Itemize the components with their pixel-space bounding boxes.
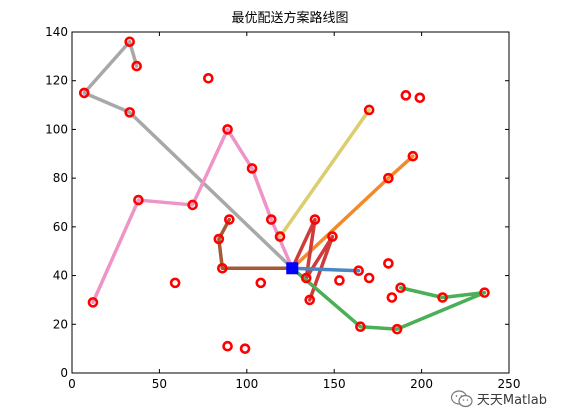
route-line <box>290 266 487 331</box>
customer-point <box>187 199 198 211</box>
customer-point <box>222 124 233 135</box>
customer-point <box>265 214 277 225</box>
customer-point <box>224 214 235 225</box>
customer-point <box>255 277 267 289</box>
customer-point <box>407 150 419 162</box>
routes-layer <box>82 39 487 331</box>
route-line <box>278 108 371 239</box>
y-tick-label: 0 <box>60 366 68 380</box>
customer-point <box>222 340 233 352</box>
customer-point <box>363 272 375 284</box>
y-tick-label: 60 <box>53 220 68 234</box>
customer-point <box>246 163 258 174</box>
customer-point <box>274 231 286 242</box>
x-tick-label: 0 <box>68 377 76 391</box>
depot-marker <box>286 262 299 275</box>
route-line <box>217 217 294 271</box>
y-tick-label: 20 <box>53 317 68 331</box>
customer-point <box>239 343 251 354</box>
customer-point <box>124 107 135 118</box>
route-line <box>82 39 294 271</box>
chart-title: 最优配送方案路线图 <box>231 10 348 26</box>
customer-point <box>78 87 90 99</box>
x-axis: 0 50 100 150 200 250 <box>68 32 520 391</box>
route-line <box>290 154 415 271</box>
y-tick-label: 120 <box>45 74 68 88</box>
customer-point <box>203 72 214 84</box>
wechat-icon <box>450 389 473 407</box>
customer-point <box>87 297 99 308</box>
x-tick-label: 250 <box>498 377 521 391</box>
depot-layer <box>286 262 299 275</box>
customer-point <box>217 262 228 274</box>
customer-point <box>327 231 338 242</box>
customer-point <box>386 292 398 303</box>
customers-layer <box>78 36 490 354</box>
customer-point <box>334 275 345 286</box>
customer-point <box>300 272 312 284</box>
customer-point <box>414 92 426 104</box>
y-tick-label: 140 <box>45 25 68 39</box>
customer-point <box>304 294 316 306</box>
y-tick-label: 80 <box>53 171 68 185</box>
customer-point <box>124 36 135 48</box>
x-tick-label: 100 <box>235 377 258 391</box>
route-line <box>290 266 361 273</box>
customer-point <box>395 282 406 294</box>
y-tick-label: 40 <box>53 269 68 283</box>
y-tick-label: 100 <box>45 122 68 136</box>
x-tick-label: 200 <box>410 377 433 391</box>
customer-point <box>131 60 142 72</box>
watermark-text: 天天Matlab <box>476 393 547 408</box>
customer-point <box>169 277 181 289</box>
customer-point <box>355 321 366 333</box>
customer-point <box>391 323 403 335</box>
plot-area <box>71 31 510 374</box>
x-tick-label: 150 <box>323 377 346 391</box>
customer-point <box>437 292 448 303</box>
customer-point <box>353 265 364 277</box>
customer-point <box>309 214 321 225</box>
customer-point <box>133 194 144 206</box>
customer-point <box>383 172 394 184</box>
customer-point <box>363 104 375 116</box>
customer-point <box>383 258 394 269</box>
route-line <box>91 127 294 305</box>
customer-point <box>213 233 225 245</box>
customer-point <box>479 287 490 298</box>
x-tick-label: 50 <box>152 377 167 391</box>
y-axis: 0 20 40 60 80 100 120 140 <box>45 25 509 380</box>
watermark: 天天Matlab <box>450 389 547 408</box>
customer-point <box>400 90 412 101</box>
